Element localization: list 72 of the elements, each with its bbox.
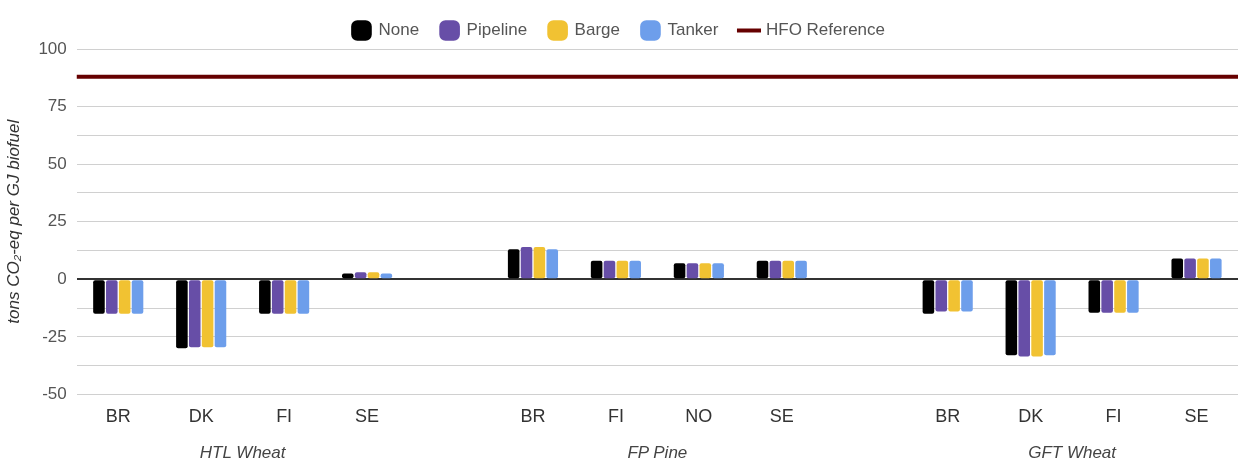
bar [214,280,227,348]
bar [769,260,782,279]
text: GFT Wheat [1028,442,1118,462]
x-tick-label: BR [520,406,546,427]
bar [1088,280,1101,313]
bar [1031,280,1043,357]
x-tick-label: BR [935,406,961,427]
bar [201,280,214,348]
bar [935,280,948,312]
y-tick-label: 0 [57,268,67,288]
x-tick-label: SE [769,406,794,427]
y-tick-label: -50 [42,384,67,404]
bar [533,247,546,279]
bar [673,263,686,279]
bar [686,263,699,279]
y-tick-label: 50 [47,153,67,173]
bar [297,280,310,314]
bar [712,263,724,279]
bar [1210,258,1222,279]
y-tick-label: 25 [47,211,67,231]
y-axis-title: tons CO₂-eq per GJ biofuel [3,118,23,324]
x-tick-label: FI [1105,406,1122,427]
bar [629,260,641,279]
bar [922,280,935,314]
legend-label: Tanker [667,20,719,40]
bar [961,280,973,312]
x-tick-label: NO [685,406,713,427]
x-tick-label: SE [355,406,380,427]
bar [131,280,144,314]
bar [1005,280,1018,356]
bar [1114,280,1126,313]
y-tick-label: 75 [47,96,67,116]
bar [1184,258,1196,279]
bar [1197,258,1209,279]
x-tick-label: DK [188,406,214,427]
bar [1127,280,1139,313]
x-tick-label: DK [1018,406,1044,427]
legend-label: None [378,20,420,40]
y-tick-label: -25 [42,326,67,346]
bar [188,280,201,348]
bar [590,260,603,279]
bar [118,280,131,314]
bar [520,247,533,279]
bar [603,260,616,279]
bar [948,280,960,312]
x-tick-label: FI [276,406,293,427]
bar [284,280,297,314]
bar [93,280,105,314]
x-tick-label: FI [607,406,624,427]
y-tick-label: 100 [38,38,67,58]
legend-label: Barge [574,20,620,40]
x-tick-label: BR [105,406,131,427]
legend-label: Pipeline [466,20,528,40]
bar [1044,280,1056,356]
bar [795,260,807,279]
bar [271,280,284,314]
bar [507,249,520,279]
text: HTL Wheat [199,442,287,462]
bar [782,260,795,279]
bar [106,280,118,314]
bar [616,260,629,279]
bar [546,249,559,279]
text: FP Pine [627,442,688,462]
legend-label: HFO Reference [765,20,886,40]
bar [1171,258,1184,279]
bar [259,280,271,314]
bar [699,263,712,279]
bar [176,280,188,349]
bar [1018,280,1030,357]
bar [1101,280,1113,313]
x-tick-label: SE [1184,406,1209,427]
bar [756,260,769,279]
